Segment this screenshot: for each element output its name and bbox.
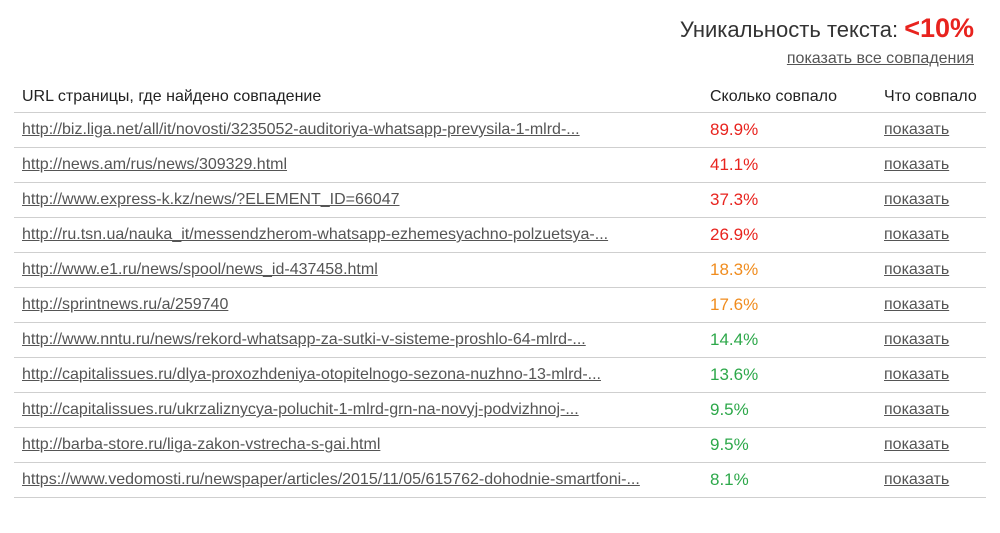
match-url-link[interactable]: http://sprintnews.ru/a/259740 xyxy=(22,296,229,313)
action-cell: показать xyxy=(876,322,986,358)
table-row: http://www.express-k.kz/news/?ELEMENT_ID… xyxy=(14,182,986,218)
match-url-link[interactable]: http://www.express-k.kz/news/?ELEMENT_ID… xyxy=(22,191,400,208)
url-cell: http://sprintnews.ru/a/259740 xyxy=(14,287,702,323)
match-url-link[interactable]: http://capitalissues.ru/dlya-proxozhdeni… xyxy=(22,366,601,383)
match-url-link[interactable]: http://news.am/rus/news/309329.html xyxy=(22,156,288,173)
percent-cell: 9.5% xyxy=(702,392,876,428)
show-match-link[interactable]: показать xyxy=(884,401,950,418)
match-percent: 41.1% xyxy=(710,155,759,174)
match-percent: 13.6% xyxy=(710,365,759,384)
match-percent: 17.6% xyxy=(710,295,759,314)
uniqueness-summary: Уникальность текста: <10% показать все с… xyxy=(680,12,974,68)
action-cell: показать xyxy=(876,287,986,323)
column-header-percent: Сколько совпало xyxy=(702,82,876,113)
percent-cell: 26.9% xyxy=(702,217,876,253)
table-row: http://news.am/rus/news/309329.html 41.1%… xyxy=(14,147,986,183)
match-percent: 37.3% xyxy=(710,190,759,209)
action-cell: показать xyxy=(876,252,986,288)
show-match-link[interactable]: показать xyxy=(884,436,950,453)
action-cell: показать xyxy=(876,392,986,428)
url-cell: http://capitalissues.ru/ukrzaliznycya-po… xyxy=(14,392,702,428)
action-cell: показать xyxy=(876,112,986,148)
show-match-link[interactable]: показать xyxy=(884,471,950,488)
url-cell: http://ru.tsn.ua/nauka_it/messendzherom-… xyxy=(14,217,702,253)
match-url-link[interactable]: https://www.vedomosti.ru/newspaper/artic… xyxy=(22,471,640,488)
show-match-link[interactable]: показать xyxy=(884,226,950,243)
show-match-link[interactable]: показать xyxy=(884,331,950,348)
percent-cell: 17.6% xyxy=(702,287,876,323)
match-url-link[interactable]: http://www.e1.ru/news/spool/news_id-4374… xyxy=(22,261,378,278)
show-match-link[interactable]: показать xyxy=(884,121,950,138)
percent-cell: 9.5% xyxy=(702,427,876,463)
percent-cell: 8.1% xyxy=(702,462,876,498)
url-cell: http://www.express-k.kz/news/?ELEMENT_ID… xyxy=(14,182,702,218)
uniqueness-line: Уникальность текста: <10% xyxy=(680,12,974,46)
url-cell: http://www.e1.ru/news/spool/news_id-4374… xyxy=(14,252,702,288)
matches-table: URL страницы, где найдено совпадение Ско… xyxy=(14,82,986,498)
table-row: http://capitalissues.ru/ukrzaliznycya-po… xyxy=(14,392,986,428)
match-percent: 9.5% xyxy=(710,435,749,454)
column-header-url: URL страницы, где найдено совпадение xyxy=(14,82,702,113)
match-url-link[interactable]: http://biz.liga.net/all/it/novosti/32350… xyxy=(22,121,580,138)
table-row: http://ru.tsn.ua/nauka_it/messendzherom-… xyxy=(14,217,986,253)
match-percent: 9.5% xyxy=(710,400,749,419)
match-percent: 89.9% xyxy=(710,120,759,139)
match-percent: 8.1% xyxy=(710,470,749,489)
show-match-link[interactable]: показать xyxy=(884,261,950,278)
url-cell: http://www.nntu.ru/news/rekord-whatsapp-… xyxy=(14,322,702,358)
percent-cell: 89.9% xyxy=(702,112,876,148)
table-row: http://www.e1.ru/news/spool/news_id-4374… xyxy=(14,252,986,288)
show-match-link[interactable]: показать xyxy=(884,191,950,208)
table-row: http://sprintnews.ru/a/259740 17.6% показа… xyxy=(14,287,986,323)
show-match-link[interactable]: показать xyxy=(884,156,950,173)
action-cell: показать xyxy=(876,147,986,183)
match-url-link[interactable]: http://barba-store.ru/liga-zakon-vstrech… xyxy=(22,436,381,453)
url-cell: http://barba-store.ru/liga-zakon-vstrech… xyxy=(14,427,702,463)
action-cell: показать xyxy=(876,357,986,393)
table-row: http://capitalissues.ru/dlya-proxozhdeni… xyxy=(14,357,986,393)
url-cell: http://capitalissues.ru/dlya-proxozhdeni… xyxy=(14,357,702,393)
table-row: http://barba-store.ru/liga-zakon-vstrech… xyxy=(14,427,986,463)
show-match-link[interactable]: показать xyxy=(884,366,950,383)
column-header-what: Что совпало xyxy=(876,82,986,113)
url-cell: https://www.vedomosti.ru/newspaper/artic… xyxy=(14,462,702,498)
uniqueness-value: <10% xyxy=(904,13,974,43)
show-all-matches-link[interactable]: показать все совпадения xyxy=(786,50,974,67)
percent-cell: 41.1% xyxy=(702,147,876,183)
match-percent: 18.3% xyxy=(710,260,759,279)
action-cell: показать xyxy=(876,427,986,463)
table-row: http://www.nntu.ru/news/rekord-whatsapp-… xyxy=(14,322,986,358)
action-cell: показать xyxy=(876,182,986,218)
show-match-link[interactable]: показать xyxy=(884,296,950,313)
percent-cell: 13.6% xyxy=(702,357,876,393)
action-cell: показать xyxy=(876,462,986,498)
match-url-link[interactable]: http://ru.tsn.ua/nauka_it/messendzherom-… xyxy=(22,226,609,243)
percent-cell: 37.3% xyxy=(702,182,876,218)
percent-cell: 14.4% xyxy=(702,322,876,358)
table-header-row: URL страницы, где найдено совпадение Ско… xyxy=(14,82,986,113)
match-percent: 14.4% xyxy=(710,330,759,349)
uniqueness-label: Уникальность текста: xyxy=(679,17,899,42)
url-cell: http://biz.liga.net/all/it/novosti/32350… xyxy=(14,112,702,148)
action-cell: показать xyxy=(876,217,986,253)
table-row: http://biz.liga.net/all/it/novosti/32350… xyxy=(14,112,986,148)
match-percent: 26.9% xyxy=(710,225,759,244)
url-cell: http://news.am/rus/news/309329.html xyxy=(14,147,702,183)
percent-cell: 18.3% xyxy=(702,252,876,288)
match-url-link[interactable]: http://www.nntu.ru/news/rekord-whatsapp-… xyxy=(22,331,586,348)
match-url-link[interactable]: http://capitalissues.ru/ukrzaliznycya-po… xyxy=(22,401,579,418)
table-row: https://www.vedomosti.ru/newspaper/artic… xyxy=(14,462,986,498)
